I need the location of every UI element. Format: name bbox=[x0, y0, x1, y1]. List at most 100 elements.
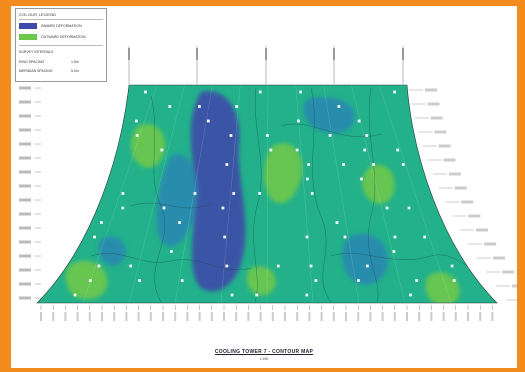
survey-point bbox=[129, 264, 133, 268]
right-ring-label bbox=[461, 200, 474, 204]
left-tick-label bbox=[19, 142, 31, 146]
survey-point bbox=[178, 221, 181, 224]
left-tick-label bbox=[19, 212, 31, 216]
drawing-sheet: COLOUR LEGEND INWARD DEFORMATION OUTWARD… bbox=[11, 6, 517, 368]
outward-swatch bbox=[19, 34, 37, 40]
survey-point bbox=[168, 105, 172, 108]
left-tick-label bbox=[19, 282, 31, 286]
deformation-zone bbox=[362, 164, 395, 204]
survey-point bbox=[144, 90, 147, 94]
deformation-zone bbox=[342, 233, 389, 285]
deformation-zone bbox=[98, 236, 126, 266]
deformation-zones bbox=[65, 91, 460, 303]
colour-legend: COLOUR LEGEND INWARD DEFORMATION OUTWARD… bbox=[15, 8, 107, 82]
legend-divider bbox=[19, 19, 103, 20]
legend-title: COLOUR LEGEND bbox=[19, 12, 57, 17]
survey-point bbox=[138, 279, 142, 282]
survey-point bbox=[276, 264, 280, 268]
survey-point bbox=[357, 119, 361, 123]
survey-point bbox=[230, 293, 234, 297]
survey-point bbox=[343, 235, 347, 239]
right-ring-label bbox=[448, 172, 461, 176]
survey-point bbox=[305, 177, 309, 181]
survey-point bbox=[357, 279, 360, 282]
inward-label: INWARD DEFORMATION bbox=[41, 24, 82, 28]
bottom-tick-label bbox=[430, 312, 433, 321]
survey-point bbox=[73, 293, 77, 297]
survey-point bbox=[135, 134, 139, 137]
bottom-tick-label bbox=[40, 312, 42, 321]
top-meridian-label bbox=[196, 48, 198, 60]
deformation-zone bbox=[425, 272, 460, 303]
survey-point bbox=[342, 163, 346, 166]
map-scale: 1:250 bbox=[259, 357, 269, 361]
deformation-zone bbox=[156, 154, 198, 247]
survey-row-label: RING SPACING bbox=[19, 60, 45, 64]
bottom-tick-label bbox=[320, 312, 323, 321]
survey-point bbox=[269, 148, 273, 152]
left-tick-label bbox=[19, 254, 31, 258]
bottom-tick-label bbox=[198, 312, 201, 321]
survey-point bbox=[314, 279, 318, 282]
bottom-tick-label bbox=[76, 312, 79, 321]
map-title: COOLING TOWER 7 - CONTOUR MAP bbox=[214, 349, 314, 355]
legend-divider bbox=[19, 45, 103, 46]
survey-point bbox=[307, 163, 311, 166]
bottom-tick-label bbox=[174, 312, 177, 321]
contour-line bbox=[280, 123, 382, 138]
bottom-tick-label bbox=[137, 312, 140, 321]
bottom-tick-label bbox=[381, 312, 384, 321]
bottom-tick-label bbox=[357, 312, 360, 321]
contour-line bbox=[253, 87, 262, 303]
top-meridian-label bbox=[333, 48, 335, 60]
bottom-tick-label bbox=[442, 312, 445, 321]
right-ring-label bbox=[443, 158, 456, 162]
survey-point bbox=[299, 90, 302, 94]
bottom-tick-label bbox=[64, 312, 67, 321]
survey-point bbox=[121, 192, 125, 195]
survey-point bbox=[160, 148, 164, 152]
right-ring-label bbox=[512, 284, 517, 288]
bottom-tick-label bbox=[491, 312, 494, 321]
survey-point bbox=[229, 134, 233, 137]
bottom-tick-label bbox=[101, 312, 103, 321]
bottom-tick-label bbox=[467, 312, 469, 321]
left-tick-label bbox=[19, 198, 31, 202]
bottom-tick-label bbox=[88, 312, 91, 321]
top-meridian-label bbox=[128, 48, 130, 60]
survey-point bbox=[415, 279, 419, 282]
deformation-zone bbox=[264, 143, 303, 204]
top-meridian-label bbox=[402, 48, 404, 60]
deformation-zone bbox=[190, 91, 246, 292]
meridian-line bbox=[128, 85, 185, 303]
right-ring-label bbox=[484, 242, 497, 246]
survey-point bbox=[407, 206, 411, 210]
left-tick-label bbox=[19, 184, 31, 188]
contour-line bbox=[368, 87, 379, 303]
meridian-line bbox=[323, 85, 360, 303]
contour-map bbox=[19, 46, 517, 321]
survey-point bbox=[305, 235, 309, 239]
survey-point bbox=[310, 192, 314, 195]
left-tick-label bbox=[19, 100, 31, 104]
survey-point bbox=[365, 264, 369, 268]
survey-point bbox=[100, 221, 103, 224]
survey-point bbox=[409, 293, 412, 297]
left-tick-label bbox=[19, 268, 31, 272]
survey-point bbox=[363, 148, 367, 152]
contour-line bbox=[310, 87, 332, 303]
survey-point bbox=[401, 163, 405, 166]
survey-point bbox=[393, 235, 397, 239]
meridian-line bbox=[220, 85, 241, 303]
survey-points bbox=[73, 90, 456, 297]
bottom-tick-label bbox=[149, 312, 152, 321]
right-ring-label bbox=[476, 228, 488, 232]
bottom-tick-label bbox=[418, 312, 421, 321]
left-tick-label bbox=[19, 86, 31, 90]
top-meridian-label bbox=[265, 48, 267, 60]
bottom-tick-label bbox=[308, 312, 311, 321]
right-ring-label bbox=[492, 256, 505, 260]
survey-point bbox=[450, 264, 454, 268]
survey-point bbox=[309, 264, 313, 268]
right-ring-label bbox=[438, 144, 451, 148]
